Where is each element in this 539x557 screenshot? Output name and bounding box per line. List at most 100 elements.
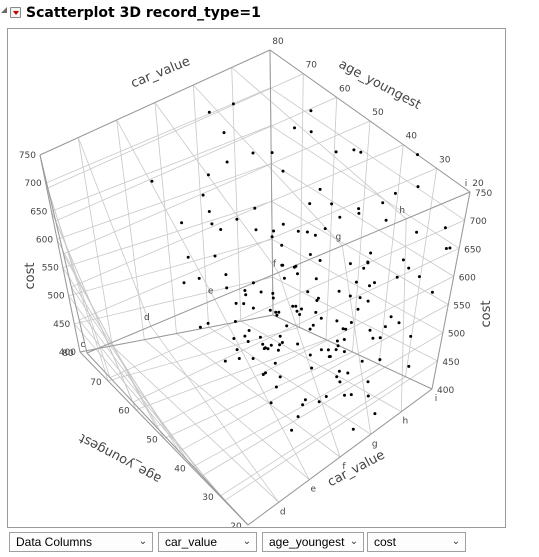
data-point xyxy=(358,296,362,300)
data-point xyxy=(282,276,286,280)
tick-label: 80 xyxy=(272,37,284,47)
data-point xyxy=(225,286,229,290)
data-point xyxy=(281,169,285,173)
data-point xyxy=(397,321,401,325)
data-point xyxy=(223,359,227,363)
data-point xyxy=(308,327,312,331)
data-point xyxy=(269,401,273,405)
data-point xyxy=(213,254,217,258)
data-point xyxy=(243,289,247,292)
data-point xyxy=(335,375,339,379)
data-point xyxy=(296,415,300,419)
tick-label: 80 xyxy=(62,349,74,359)
data-point xyxy=(389,315,393,319)
data-point xyxy=(298,313,302,316)
data-point xyxy=(335,339,339,343)
red-triangle-menu-icon[interactable] xyxy=(10,7,21,18)
grid-line xyxy=(192,84,210,328)
grid-line xyxy=(79,314,274,353)
data-point xyxy=(334,348,338,352)
grid-line xyxy=(299,73,304,328)
data-point xyxy=(270,151,274,155)
data-point xyxy=(276,348,280,352)
grid-line xyxy=(39,49,271,156)
data-point xyxy=(273,361,277,365)
grid-line xyxy=(71,144,404,288)
tick-label: 70 xyxy=(306,61,318,71)
y-axis-dropdown[interactable]: age_youngest ⌄ xyxy=(262,532,364,552)
data-point xyxy=(330,202,334,206)
data-point xyxy=(237,357,241,360)
data-point xyxy=(295,309,299,313)
data-point xyxy=(231,102,235,106)
data-point xyxy=(401,258,405,262)
z-axis-title: cost xyxy=(23,263,38,290)
tick-label: 60 xyxy=(339,84,351,94)
data-point xyxy=(309,109,313,113)
data-columns-dropdown[interactable]: Data Columns ⌄ xyxy=(9,532,153,552)
tick-label: g xyxy=(335,233,341,243)
grid-line xyxy=(144,339,310,481)
data-point xyxy=(207,110,211,114)
x-axis-dropdown[interactable]: car_value ⌄ xyxy=(158,532,257,552)
grid-line xyxy=(154,102,177,334)
tick-label: e xyxy=(208,286,214,296)
grid-line xyxy=(63,120,371,255)
tick-label: d xyxy=(280,507,286,517)
data-point xyxy=(271,291,275,295)
data-point xyxy=(206,173,210,177)
data-point xyxy=(384,218,388,222)
chevron-down-icon: ⌄ xyxy=(242,536,252,547)
data-point xyxy=(357,211,361,215)
dropdown-value: car_value xyxy=(165,535,218,549)
data-point xyxy=(359,150,363,154)
data-point xyxy=(316,296,320,300)
dropdown-value: cost xyxy=(374,535,397,549)
data-point xyxy=(346,371,350,375)
data-point xyxy=(407,266,411,270)
data-point xyxy=(336,344,340,348)
data-point xyxy=(251,357,255,360)
data-point xyxy=(234,301,238,305)
data-point xyxy=(308,253,312,256)
z-axis-dropdown[interactable]: cost ⌄ xyxy=(367,532,466,552)
scatterplot-3d[interactable]: ccddeeffgghhii20203030404050506060707080… xyxy=(8,29,505,527)
grid-line xyxy=(150,325,280,503)
data-point xyxy=(356,307,360,311)
report-header: Scatterplot 3D record_type=1 xyxy=(0,0,539,26)
data-point xyxy=(324,395,328,398)
tick-label: e xyxy=(311,485,317,495)
data-point xyxy=(371,336,375,340)
data-point xyxy=(251,281,255,285)
tick-label: 550 xyxy=(453,302,470,312)
data-point xyxy=(354,280,358,284)
data-point xyxy=(243,334,247,338)
data-point xyxy=(337,369,341,373)
grid-line xyxy=(73,323,226,501)
tick-label: g xyxy=(372,439,378,449)
data-point xyxy=(348,262,352,266)
data-point xyxy=(251,306,255,310)
data-point xyxy=(305,230,309,234)
data-point xyxy=(311,323,315,327)
data-point xyxy=(317,400,321,404)
grid-line xyxy=(45,182,111,378)
data-point xyxy=(319,316,323,320)
grid-lines xyxy=(39,49,471,526)
data-point xyxy=(290,428,294,432)
disclosure-triangle-icon[interactable] xyxy=(1,7,7,13)
data-point xyxy=(314,310,318,314)
scatterplot-3d-frame[interactable]: ccddeeffgghhii20203030404050506060707080… xyxy=(7,28,506,528)
tick-label: 30 xyxy=(439,155,451,165)
data-point xyxy=(235,348,239,352)
tick-label: 70 xyxy=(90,378,102,388)
tick-label: i xyxy=(435,394,438,404)
grid-line xyxy=(55,96,337,222)
data-point xyxy=(366,394,370,398)
data-point xyxy=(274,385,278,389)
data-point xyxy=(308,353,312,357)
data-point xyxy=(275,313,279,317)
data-point xyxy=(318,259,322,262)
data-point xyxy=(296,272,299,276)
data-point xyxy=(197,276,201,280)
